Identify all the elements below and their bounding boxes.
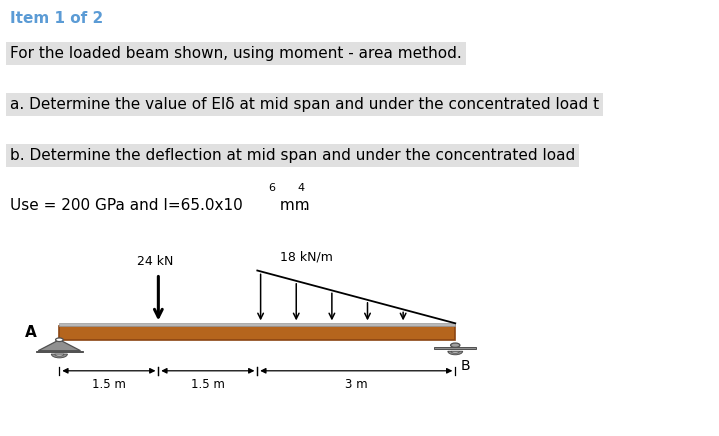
Wedge shape xyxy=(451,351,459,353)
Text: b. Determine the deflection at mid span and under the concentrated load: b. Determine the deflection at mid span … xyxy=(10,148,575,163)
Text: mm: mm xyxy=(275,198,310,213)
Wedge shape xyxy=(51,354,68,358)
Text: .: . xyxy=(302,198,307,213)
Text: 6: 6 xyxy=(268,183,275,193)
Text: 1.5 m: 1.5 m xyxy=(92,378,126,391)
Wedge shape xyxy=(55,354,64,356)
Bar xyxy=(60,326,455,340)
Text: Item 1 of 2: Item 1 of 2 xyxy=(10,11,104,26)
Bar xyxy=(36,351,83,352)
Text: a. Determine the value of Elδ at mid span and under the concentrated load t: a. Determine the value of Elδ at mid spa… xyxy=(10,97,599,112)
Polygon shape xyxy=(38,340,81,351)
Bar xyxy=(60,324,455,327)
Text: 1.5 m: 1.5 m xyxy=(191,378,225,391)
Text: For the loaded beam shown, using moment - area method.: For the loaded beam shown, using moment … xyxy=(10,46,462,61)
Text: Use = 200 GPa and I=65.0x10: Use = 200 GPa and I=65.0x10 xyxy=(10,198,243,213)
Wedge shape xyxy=(448,351,462,355)
Text: 4: 4 xyxy=(297,183,304,193)
Bar xyxy=(434,347,477,349)
Circle shape xyxy=(55,338,63,341)
Text: A: A xyxy=(25,325,37,340)
Circle shape xyxy=(451,343,460,347)
Text: B: B xyxy=(461,359,470,373)
Text: 24 kN: 24 kN xyxy=(137,255,173,268)
Text: 3 m: 3 m xyxy=(345,378,367,391)
Text: 18 kN/m: 18 kN/m xyxy=(280,251,334,264)
